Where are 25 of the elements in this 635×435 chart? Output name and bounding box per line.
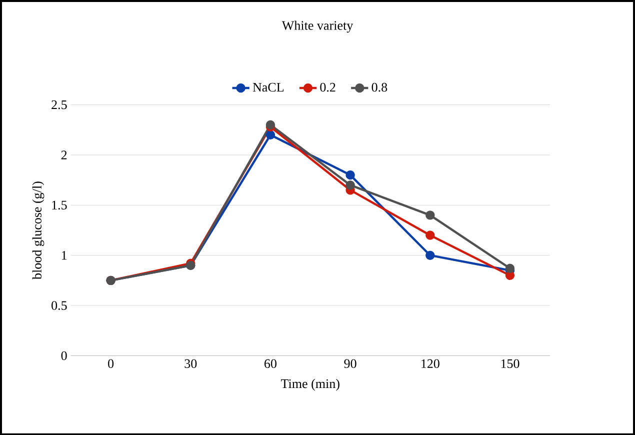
y-tick-label: 0.5	[52, 300, 67, 310]
legend-label: 0.2	[320, 82, 336, 92]
x-tick-label: 90	[344, 359, 356, 368]
legend-label: 0.8	[372, 82, 388, 92]
point	[426, 210, 435, 220]
x-tick-label: 120	[422, 359, 440, 368]
x-tick-label: 30	[184, 359, 197, 368]
y-tick-label: 2	[61, 150, 67, 160]
x-tick-label: 60	[264, 359, 276, 368]
point	[426, 230, 435, 240]
y-tick-label: 1.5	[52, 200, 67, 210]
point	[505, 270, 515, 280]
y-axis-title: blood glucose (g/l)	[32, 181, 44, 280]
y-tick-label: 1	[62, 250, 67, 260]
x-axis-title: Time (min)	[280, 378, 340, 391]
y-tick-label: 2.5	[52, 100, 67, 109]
chart-title: White variety	[282, 20, 354, 32]
y-tick-label: 0	[61, 351, 67, 360]
point	[266, 130, 276, 140]
point	[346, 170, 355, 180]
point	[346, 180, 355, 190]
point	[426, 250, 435, 260]
x-tick-label: 150	[501, 359, 520, 368]
legend-label: NaCL	[252, 82, 284, 92]
x-tick-label: 0	[108, 359, 114, 368]
